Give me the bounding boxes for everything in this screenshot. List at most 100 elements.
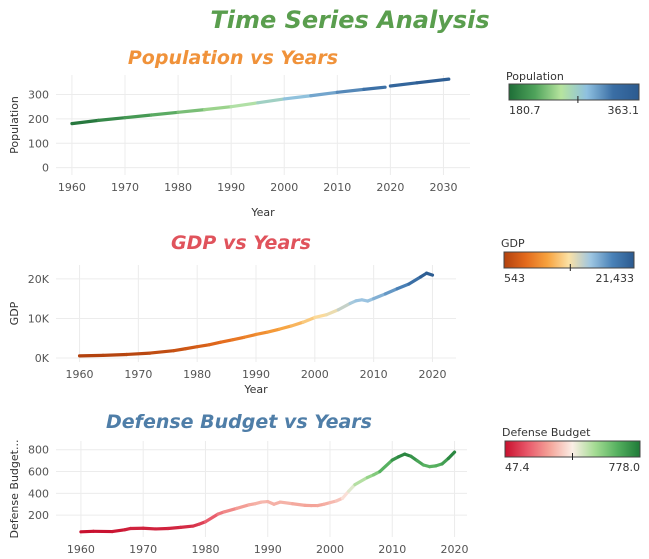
line-segment: [383, 287, 399, 296]
line-segment: [219, 338, 235, 344]
line-segment: [207, 340, 223, 347]
line-segment: [110, 528, 127, 534]
x-tick-label: 1960: [67, 543, 95, 556]
x-tick-label: 2010: [360, 368, 388, 381]
line-segment: [289, 320, 305, 328]
x-tick-label: 1990: [217, 181, 245, 194]
line-segment: [203, 105, 233, 112]
line-segment: [176, 108, 207, 114]
y-axis-label: Defense Budget...: [8, 440, 21, 539]
line-segment: [282, 94, 313, 101]
line-segment: [256, 97, 286, 105]
x-tick-label: 2020: [441, 543, 469, 556]
line-segment: [309, 90, 339, 98]
y-tick-label: 10K: [28, 312, 50, 325]
line-segment: [101, 352, 129, 357]
chart-title: Defense Budget vs Years: [106, 411, 372, 433]
y-tick-label: 600: [28, 466, 49, 479]
x-tick-label: 1980: [191, 543, 219, 556]
x-axis-label: Year: [243, 383, 268, 396]
x-tick-label: 2020: [418, 368, 446, 381]
line-segment: [203, 512, 220, 524]
line-segment: [324, 308, 340, 317]
line-segment: [424, 271, 435, 277]
line-segment: [123, 113, 154, 120]
line-segment: [172, 347, 188, 353]
x-tick-label: 1960: [66, 368, 94, 381]
y-tick-label: 200: [28, 113, 49, 126]
line-segment: [372, 292, 388, 301]
legend-colorbar: [503, 251, 635, 269]
legend-max-label: 363.1: [608, 104, 640, 117]
x-tick-label: 2020: [376, 181, 404, 194]
x-tick-label: 1990: [242, 368, 270, 381]
line-segment: [254, 330, 270, 337]
x-tick-label: 1960: [58, 181, 86, 194]
line-segment: [407, 275, 423, 286]
line-segment: [291, 502, 307, 507]
x-tick-label: 2010: [378, 543, 406, 556]
x-tick-label: 2000: [301, 368, 329, 381]
line-segment: [79, 529, 95, 534]
line-segment: [313, 313, 329, 320]
main-title: Time Series Analysis: [210, 6, 490, 34]
line-segment: [446, 450, 457, 461]
y-tick-label: 300: [28, 89, 49, 102]
legend-title: GDP: [501, 237, 525, 250]
y-tick-label: 20K: [28, 273, 50, 286]
x-tick-label: 1980: [183, 368, 211, 381]
line-segment: [378, 458, 394, 474]
x-tick-label: 1980: [164, 181, 192, 194]
legend-title: Population: [506, 70, 564, 83]
y-axis-label: GDP: [8, 301, 21, 325]
line-segment: [96, 116, 127, 122]
line-segment: [395, 282, 411, 291]
line-segment: [229, 101, 260, 109]
line-segment: [230, 335, 246, 342]
series-line-1: [77, 271, 435, 358]
line-segment: [166, 525, 183, 531]
y-tick-label: 0: [42, 162, 49, 175]
line-segment: [70, 118, 101, 126]
line-segment: [234, 503, 251, 511]
chart-title: Population vs Years: [128, 47, 338, 69]
line-segment: [148, 349, 176, 355]
legend-min-label: 47.4: [505, 461, 530, 474]
x-tick-label: 2010: [323, 181, 351, 194]
line-segment: [335, 87, 366, 94]
line-segment: [77, 353, 105, 358]
x-axis-label: Year: [250, 206, 275, 219]
chart-panel-2: GDP vs Years 1960 1970 1980 1990 2000 2010 2020…: [8, 232, 635, 396]
line-segment: [149, 110, 180, 117]
line-segment: [124, 351, 152, 357]
line-segment: [362, 85, 387, 91]
y-tick-label: 800: [28, 444, 49, 457]
line-segment: [141, 526, 158, 531]
legend-colorbar: [508, 83, 640, 101]
line-segment: [178, 524, 195, 530]
line-segment: [415, 77, 451, 85]
line-segment: [278, 500, 295, 506]
line-segment: [266, 327, 282, 334]
line-segment: [222, 506, 239, 514]
line-segment: [336, 301, 352, 312]
series-line-1: [70, 85, 387, 126]
line-segment: [195, 343, 211, 349]
legend-title: Defense Budget: [502, 426, 591, 439]
line-segment: [277, 324, 293, 331]
line-segment: [301, 315, 317, 324]
series-line-2: [388, 77, 451, 88]
line-segment: [353, 475, 369, 487]
line-segment: [242, 332, 258, 339]
series-line-1: [79, 450, 457, 534]
x-tick-label: 1990: [254, 543, 282, 556]
x-tick-label: 1970: [111, 181, 139, 194]
x-tick-label: 2000: [270, 181, 298, 194]
y-tick-label: 0K: [35, 352, 50, 365]
x-tick-label: 2000: [316, 543, 344, 556]
x-tick-label: 1970: [129, 543, 157, 556]
y-tick-label: 100: [28, 137, 49, 150]
y-axis-label: Population: [8, 96, 21, 154]
